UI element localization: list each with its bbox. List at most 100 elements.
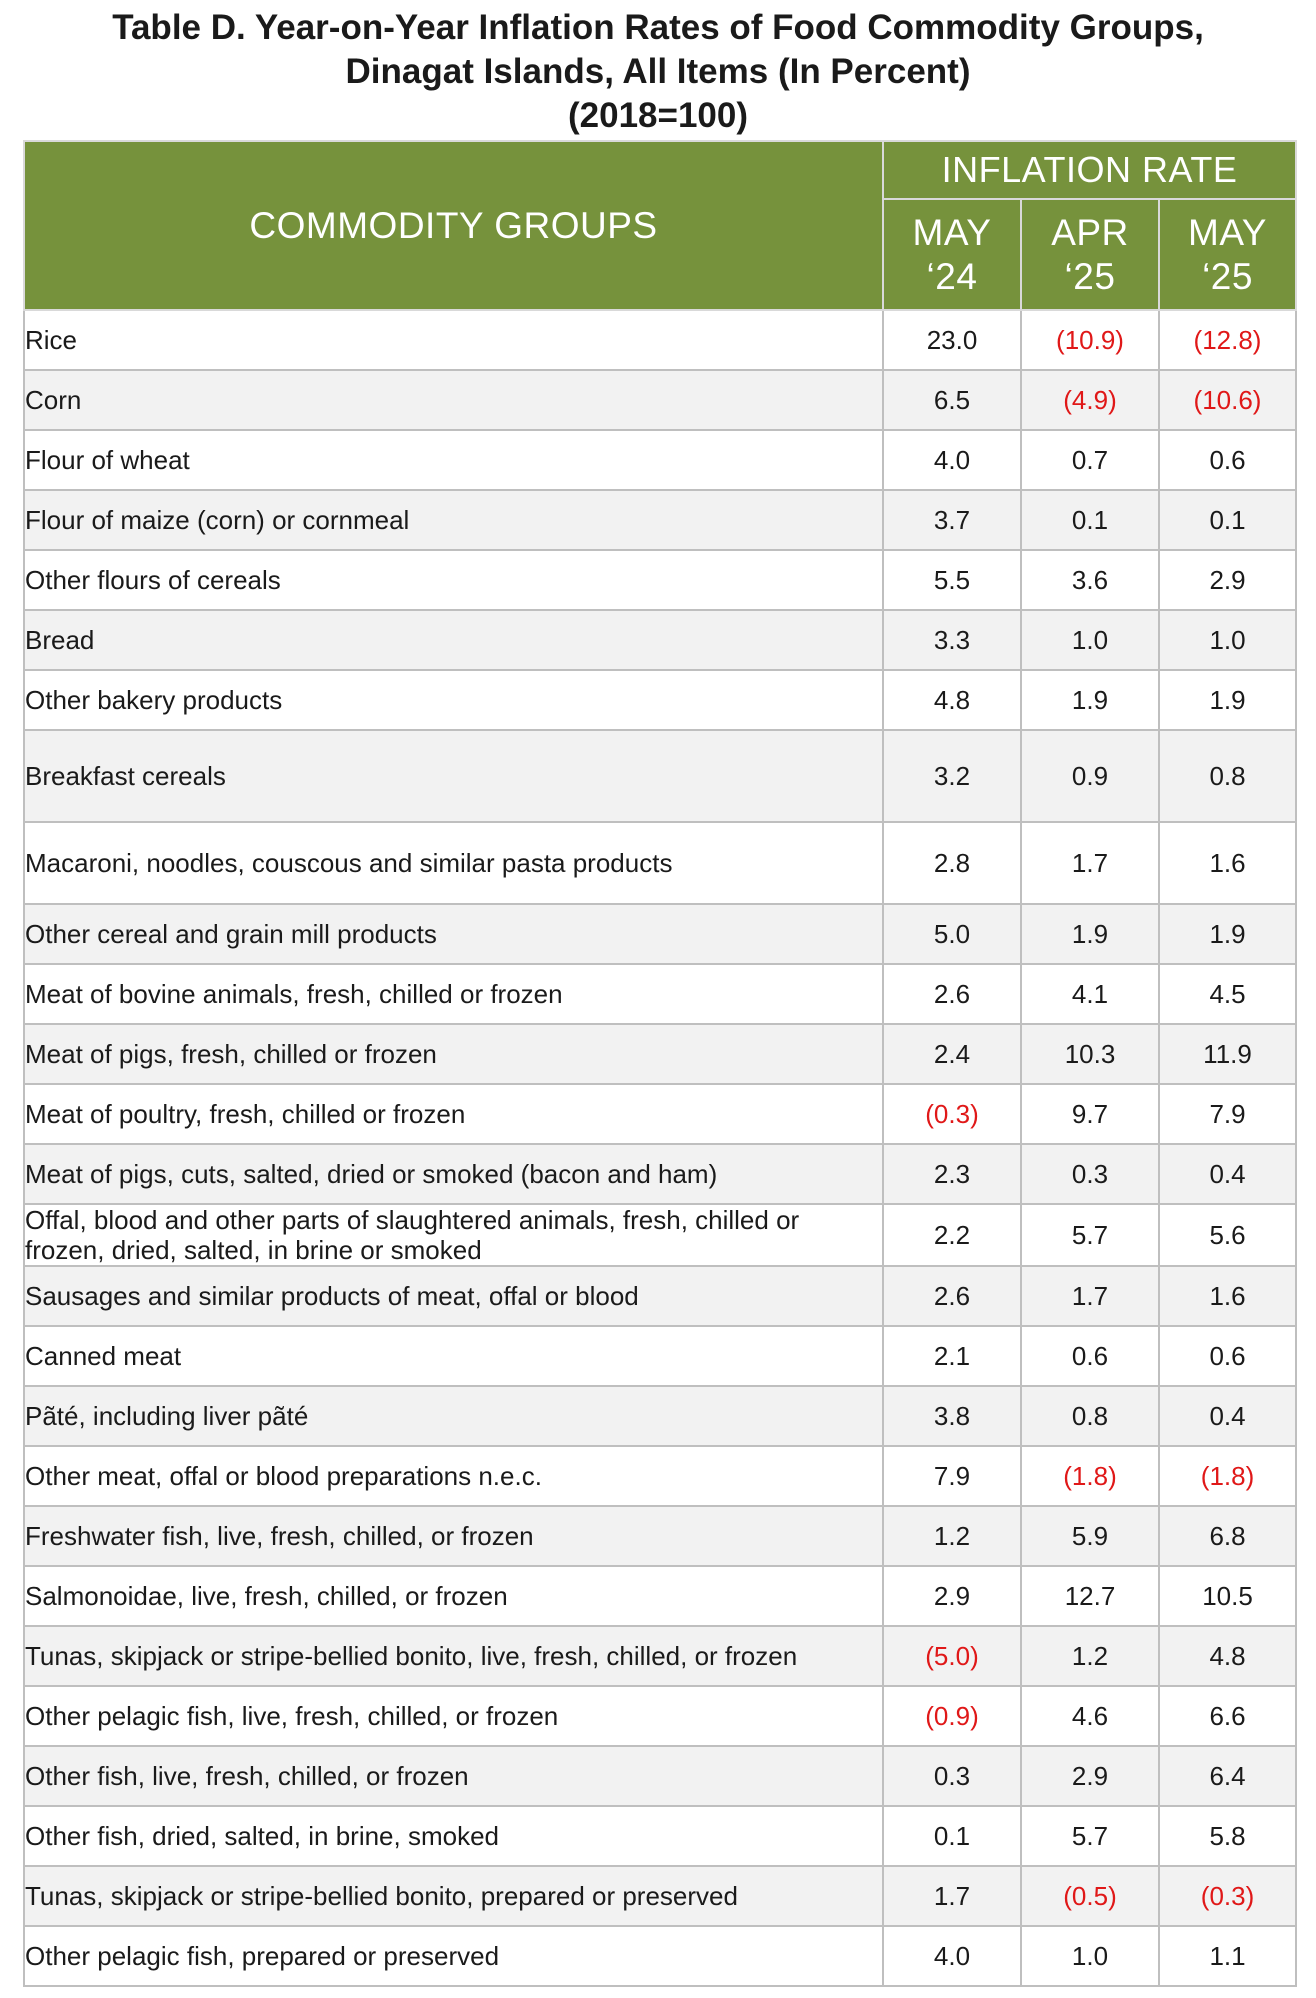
value-may-25: 0.4: [1157, 1143, 1298, 1205]
commodity-name: Tunas, skipjack or stripe-bellied bonito…: [25, 1641, 798, 1671]
value-may-25: 0.8: [1157, 729, 1298, 823]
table-row: Freshwater fish, live, fresh, chilled, o…: [23, 1505, 1298, 1567]
value-may-25: (1.8): [1157, 1445, 1298, 1507]
value-apr-25: 9.7: [1020, 1083, 1160, 1145]
value-may-25: 7.9: [1157, 1083, 1298, 1145]
value-may-24: 2.3: [882, 1143, 1022, 1205]
header-may-25-year: ‘25: [1202, 255, 1253, 297]
commodity-name-cell: Corn: [23, 369, 884, 431]
commodity-name: Sausages and similar products of meat, o…: [25, 1281, 639, 1311]
value-apr-25: 4.6: [1020, 1685, 1160, 1747]
value-may-24: (0.9): [882, 1685, 1022, 1747]
value-apr-25: (1.8): [1020, 1445, 1160, 1507]
value-may-25: 10.5: [1157, 1565, 1298, 1627]
value-apr-25: 0.9: [1020, 729, 1160, 823]
commodity-name: Meat of poultry, fresh, chilled or froze…: [25, 1099, 466, 1129]
value-may-24: 5.5: [882, 549, 1022, 611]
value-may-24: 3.7: [882, 489, 1022, 551]
table-row: Macaroni, noodles, couscous and similar …: [23, 821, 1298, 905]
value-may-24: 2.6: [882, 1265, 1022, 1327]
table-row: Corn 6.5 (4.9) (10.6): [23, 369, 1298, 431]
value-may-24: 2.1: [882, 1325, 1022, 1387]
value-may-25: 1.9: [1157, 903, 1298, 965]
commodity-name-cell: Salmonoidae, live, fresh, chilled, or fr…: [23, 1565, 884, 1627]
commodity-name-cell: Other bakery products: [23, 669, 884, 731]
commodity-name: Other pelagic fish, prepared or preserve…: [25, 1941, 500, 1971]
commodity-name-cell: Other pelagic fish, live, fresh, chilled…: [23, 1685, 884, 1747]
header-may-24: MAY ‘24: [882, 198, 1022, 311]
commodity-name: Meat of pigs, cuts, salted, dried or smo…: [25, 1159, 718, 1189]
commodity-name: Canned meat: [25, 1341, 182, 1371]
value-apr-25: 4.1: [1020, 963, 1160, 1025]
value-may-25: 1.9: [1157, 669, 1298, 731]
value-may-25: 5.8: [1157, 1805, 1298, 1867]
commodity-name: Salmonoidae, live, fresh, chilled, or fr…: [25, 1581, 508, 1611]
value-may-25: (10.6): [1157, 369, 1298, 431]
table-row: Canned meat 2.1 0.6 0.6: [23, 1325, 1298, 1387]
commodity-name: Flour of maize (corn) or cornmeal: [25, 505, 410, 535]
table-row: Rice 23.0 (10.9) (12.8): [23, 309, 1298, 371]
commodity-name-cell: Flour of wheat: [23, 429, 884, 491]
commodity-name-cell: Other fish, live, fresh, chilled, or fro…: [23, 1745, 884, 1807]
value-apr-25: 0.1: [1020, 489, 1160, 551]
value-apr-25: (4.9): [1020, 369, 1160, 431]
value-may-25: 4.8: [1157, 1625, 1298, 1687]
value-may-25: 2.9: [1157, 549, 1298, 611]
commodity-name-cell: Tunas, skipjack or stripe-bellied bonito…: [23, 1865, 884, 1927]
value-may-25: 6.6: [1157, 1685, 1298, 1747]
table-row: Offal, blood and other parts of slaughte…: [23, 1203, 1298, 1267]
value-may-25: 1.6: [1157, 821, 1298, 905]
table-row: Other pelagic fish, live, fresh, chilled…: [23, 1685, 1298, 1747]
commodity-name-cell: Other meat, offal or blood preparations …: [23, 1445, 884, 1507]
commodity-name: Other fish, live, fresh, chilled, or fro…: [25, 1761, 469, 1791]
value-apr-25: 5.7: [1020, 1805, 1160, 1867]
commodity-name: Breakfast cereals: [25, 761, 226, 791]
value-apr-25: 0.6: [1020, 1325, 1160, 1387]
value-apr-25: 0.3: [1020, 1143, 1160, 1205]
value-apr-25: 1.7: [1020, 1265, 1160, 1327]
table-title: Table D. Year-on-Year Inflation Rates of…: [0, 6, 1316, 138]
value-may-24: 3.3: [882, 609, 1022, 671]
value-may-24: 3.2: [882, 729, 1022, 823]
commodity-name: Other fish, dried, salted, in brine, smo…: [25, 1821, 500, 1851]
value-apr-25: 12.7: [1020, 1565, 1160, 1627]
table-row: Flour of wheat 4.0 0.7 0.6: [23, 429, 1298, 491]
value-apr-25: 1.9: [1020, 669, 1160, 731]
table-row: Breakfast cereals 3.2 0.9 0.8: [23, 729, 1298, 823]
commodity-name: Meat of bovine animals, fresh, chilled o…: [25, 979, 563, 1009]
commodity-name: Macaroni, noodles, couscous and similar …: [25, 848, 673, 878]
value-apr-25: 1.9: [1020, 903, 1160, 965]
commodity-name: Other meat, offal or blood preparations …: [25, 1461, 542, 1491]
value-may-25: 6.4: [1157, 1745, 1298, 1807]
header-may-25-month: MAY: [1188, 211, 1267, 253]
value-apr-25: 1.0: [1020, 609, 1160, 671]
commodity-name: Other pelagic fish, live, fresh, chilled…: [25, 1701, 559, 1731]
value-may-25: 1.1: [1157, 1925, 1298, 1987]
value-may-25: 1.0: [1157, 609, 1298, 671]
commodity-name: Rice: [25, 325, 78, 355]
commodity-name-cell: Sausages and similar products of meat, o…: [23, 1265, 884, 1327]
value-may-24: 5.0: [882, 903, 1022, 965]
value-apr-25: 0.8: [1020, 1385, 1160, 1447]
commodity-name: Corn: [25, 385, 82, 415]
value-may-24: 2.6: [882, 963, 1022, 1025]
value-may-24: 0.3: [882, 1745, 1022, 1807]
title-line-3: (2018=100): [567, 96, 748, 135]
value-may-25: (0.3): [1157, 1865, 1298, 1927]
table-row: Sausages and similar products of meat, o…: [23, 1265, 1298, 1327]
header-apr-25-year: ‘25: [1064, 255, 1116, 297]
table-row: Other fish, live, fresh, chilled, or fro…: [23, 1745, 1298, 1807]
commodity-name: Offal, blood and other parts of slaughte…: [25, 1205, 800, 1265]
value-may-25: 0.1: [1157, 489, 1298, 551]
header-apr-25-month: APR: [1051, 211, 1129, 253]
value-may-24: 1.7: [882, 1865, 1022, 1927]
header-inflation-rate: INFLATION RATE: [881, 140, 1298, 200]
value-may-24: 2.9: [882, 1565, 1022, 1627]
commodity-name-cell: Other fish, dried, salted, in brine, smo…: [23, 1805, 884, 1867]
commodity-name-cell: Other pelagic fish, prepared or preserve…: [23, 1925, 884, 1987]
commodity-name-cell: Breakfast cereals: [23, 729, 884, 823]
commodity-name-cell: Flour of maize (corn) or cornmeal: [23, 489, 884, 551]
title-line-1: Table D. Year-on-Year Inflation Rates of…: [112, 8, 1204, 47]
value-may-25: 6.8: [1157, 1505, 1298, 1567]
table-row: Salmonoidae, live, fresh, chilled, or fr…: [23, 1565, 1298, 1627]
